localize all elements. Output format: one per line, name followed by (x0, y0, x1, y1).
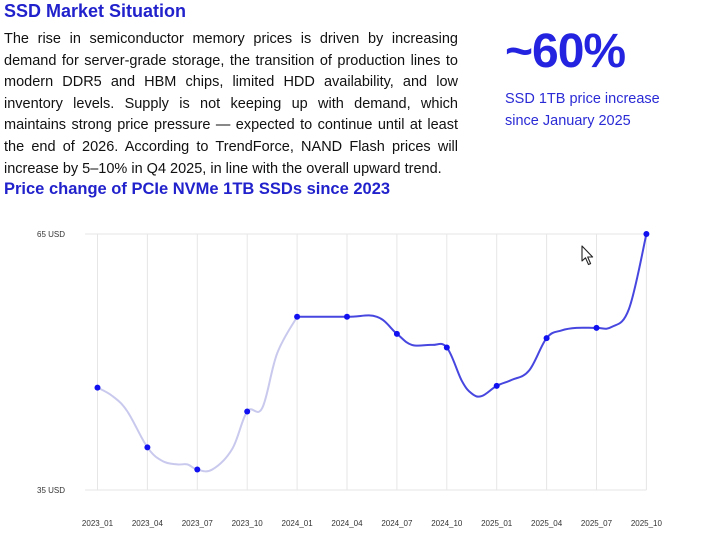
x-tick-label: 2023_01 (82, 519, 114, 528)
data-point (443, 344, 450, 351)
x-tick-label: 2024_07 (381, 519, 413, 528)
data-point (593, 324, 600, 331)
data-point (344, 313, 350, 320)
x-tick-label: 2023_04 (132, 519, 164, 528)
x-tick-label: 2025_10 (631, 519, 663, 528)
data-point (194, 466, 201, 473)
x-tick-label: 2024_10 (431, 519, 463, 528)
price-increase-stat: ~60% (505, 25, 626, 78)
x-tick-label: 2024_01 (282, 519, 314, 528)
data-point (643, 231, 650, 237)
page-title: SSD Market Situation (4, 1, 187, 21)
data-point (493, 382, 500, 389)
data-point (244, 408, 251, 415)
data-point (294, 313, 301, 320)
x-tick-label: 2025_04 (531, 519, 563, 528)
x-tick-label: 2025_07 (581, 519, 613, 528)
x-tick-label: 2025_01 (481, 519, 513, 528)
y-tick-label: 65 USD (37, 230, 65, 239)
x-tick-label: 2024_04 (331, 519, 363, 528)
x-tick-label: 2023_10 (232, 519, 264, 528)
x-tick-label: 2023_07 (182, 519, 214, 528)
intro-paragraph: The rise in semiconductor memory prices … (4, 31, 458, 177)
data-point (94, 384, 101, 391)
price-line-2023-series (97, 316, 298, 473)
data-point (393, 330, 400, 337)
price-line-chart: 65 USD 35 USD 2023_01 2023_04 2023_07 2023_10… (37, 230, 663, 528)
data-point (144, 444, 151, 451)
y-tick-label: 35 USD (37, 486, 65, 495)
data-point (543, 335, 550, 342)
price-increase-caption: SSD 1TB price increase since January 202… (505, 91, 660, 129)
chart-title: Price change of PCIe NVMe 1TB SSDs since… (4, 180, 391, 198)
mouse-cursor-icon (581, 245, 594, 266)
